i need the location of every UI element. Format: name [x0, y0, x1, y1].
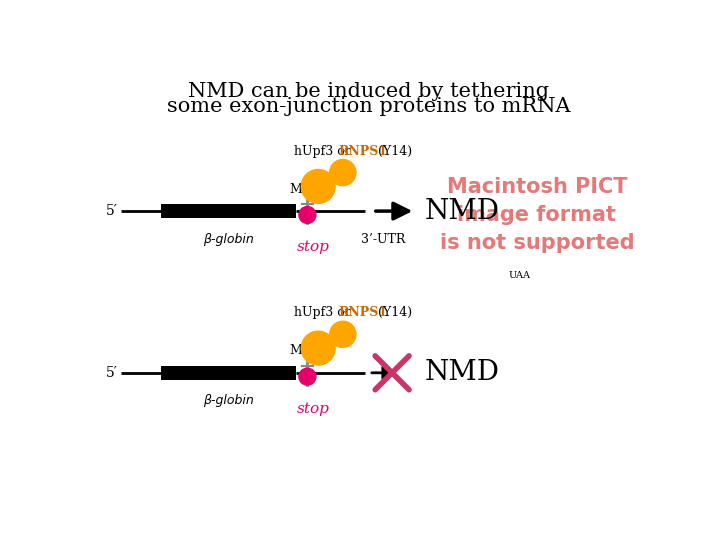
Text: β-globin: β-globin — [203, 394, 254, 407]
Text: 3’-UTR: 3’-UTR — [361, 233, 405, 246]
Text: MS2: MS2 — [289, 183, 319, 195]
Circle shape — [301, 170, 335, 204]
Text: 5′: 5′ — [106, 204, 118, 218]
FancyBboxPatch shape — [161, 366, 296, 380]
Circle shape — [330, 321, 356, 347]
FancyBboxPatch shape — [161, 204, 296, 218]
Text: hUpf3 or: hUpf3 or — [294, 145, 354, 158]
Text: RNPS1: RNPS1 — [338, 306, 387, 319]
Text: 5′: 5′ — [106, 366, 118, 380]
Text: stop: stop — [297, 240, 330, 254]
Text: hUpf3 or: hUpf3 or — [294, 306, 354, 319]
Text: MS2: MS2 — [289, 345, 319, 357]
Circle shape — [299, 206, 316, 224]
Text: stop: stop — [297, 402, 330, 416]
Text: (Y14): (Y14) — [374, 145, 413, 158]
Text: RNPS1: RNPS1 — [338, 145, 387, 158]
Circle shape — [299, 368, 316, 385]
Text: NMD: NMD — [425, 359, 500, 386]
Text: NMD can be induced by tethering: NMD can be induced by tethering — [189, 82, 549, 102]
Circle shape — [330, 159, 356, 186]
Text: UAA: UAA — [508, 271, 530, 280]
Text: (Y14): (Y14) — [374, 306, 413, 319]
Text: Macintosh PICT
image format
is not supported: Macintosh PICT image format is not suppo… — [439, 177, 634, 253]
Text: β-globin: β-globin — [203, 233, 254, 246]
Text: NMD: NMD — [425, 198, 500, 225]
Circle shape — [301, 331, 335, 365]
Text: some exon-junction proteins to mRNA: some exon-junction proteins to mRNA — [167, 97, 571, 116]
